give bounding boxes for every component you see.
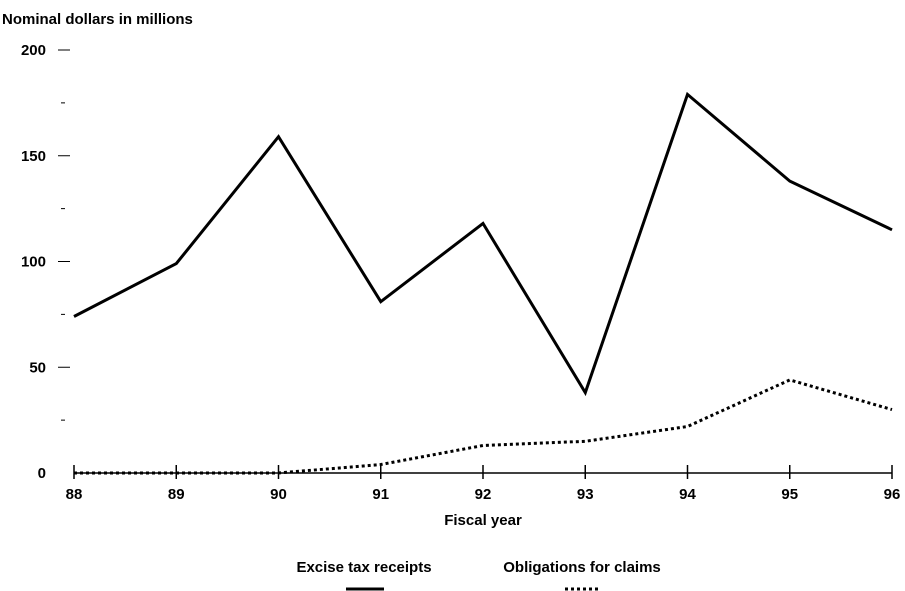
x-tick-label: 94 — [679, 486, 696, 503]
x-tick-label: 89 — [168, 486, 185, 503]
y-axis-title: Nominal dollars in millions — [2, 11, 193, 28]
x-tick-label: 92 — [475, 486, 492, 503]
excise-line — [73, 91, 893, 397]
y-tick-label: 150 — [21, 148, 46, 165]
x-tick-label: 90 — [270, 486, 287, 503]
legend: Excise tax receipts Obligations for claim… — [296, 559, 661, 591]
y-tick-label: 0 — [38, 465, 46, 482]
obligations-line — [74, 378, 893, 475]
legend-label: Excise tax receipts — [296, 559, 431, 576]
y-tick-label: 200 — [21, 42, 46, 59]
legend-label: Obligations for claims — [503, 559, 661, 576]
x-tick-label: 91 — [372, 486, 389, 503]
x-axis: 88 89 90 91 92 93 94 95 96 — [66, 465, 901, 503]
y-tick-label: 100 — [21, 254, 46, 271]
x-axis-title: Fiscal year — [444, 512, 522, 529]
x-tick-label: 95 — [781, 486, 798, 503]
y-axis: 0 50 100 150 200 — [21, 42, 70, 482]
series-layer — [73, 91, 893, 475]
x-tick-label: 88 — [66, 486, 83, 503]
x-tick-label: 93 — [577, 486, 594, 503]
y-tick-label: 50 — [29, 359, 46, 376]
x-tick-label: 96 — [884, 486, 901, 503]
